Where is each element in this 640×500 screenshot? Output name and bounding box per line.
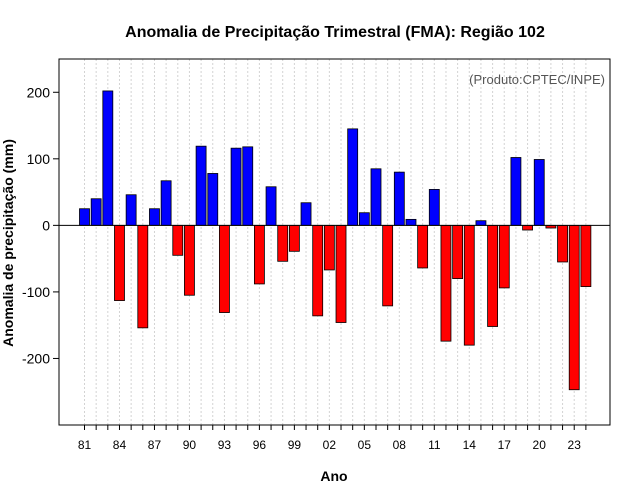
x-tick-label: 93	[218, 438, 232, 452]
x-tick-label: 23	[568, 438, 582, 452]
bar-89	[172, 224, 184, 256]
x-tick-label: 87	[148, 438, 162, 452]
bar-94	[230, 147, 242, 226]
bar-97	[265, 186, 277, 226]
x-tick-label: 90	[183, 438, 197, 452]
bar-22	[557, 224, 568, 263]
x-axis-label: Ano	[320, 468, 347, 484]
y-axis-label: Anomalia de precipitação (mm)	[0, 139, 16, 347]
bar-13	[452, 224, 464, 279]
bar-23	[568, 224, 580, 391]
bar-83	[102, 90, 114, 226]
bar-15	[475, 220, 487, 226]
y-tick-label: 0	[42, 217, 50, 233]
bar-03	[335, 224, 347, 323]
bar-24	[580, 224, 592, 287]
bar-92	[207, 173, 219, 226]
bar-12	[440, 224, 452, 342]
y-tick-label: 100	[27, 151, 51, 167]
bars	[79, 90, 592, 391]
bar-16	[487, 224, 499, 327]
bar-85	[125, 194, 137, 226]
bar-81	[79, 208, 90, 226]
bar-96	[253, 224, 265, 285]
x-tick-label: 11	[428, 438, 441, 452]
bar-10	[417, 224, 429, 269]
x-tick-label: 02	[323, 438, 337, 452]
y-tick-label: 200	[27, 84, 51, 100]
bar-84	[114, 224, 125, 301]
plot-frame	[58, 58, 611, 426]
bar-86	[137, 224, 149, 329]
x-tick-label: 14	[463, 438, 477, 452]
bar-18	[510, 157, 522, 226]
bar-14	[463, 224, 475, 346]
bar-19	[522, 224, 533, 231]
bar-17	[498, 224, 510, 289]
bar-07	[382, 224, 394, 307]
x-axis: 81 84 87 90 93 96 99 02 05 08 11 14 17 20 23	[78, 425, 587, 452]
bar-06	[370, 168, 382, 226]
grid-lines	[84, 59, 587, 425]
x-tick-label: 81	[78, 438, 92, 452]
bar-93	[219, 224, 230, 313]
bar-11	[428, 189, 440, 226]
bar-91	[195, 145, 207, 226]
x-tick-label: 20	[533, 438, 547, 452]
bar-90	[184, 224, 195, 296]
bar-82	[90, 198, 102, 226]
chart-title: Anomalia de Precipitação Trimestral (FMA…	[125, 24, 545, 41]
bar-95	[242, 146, 254, 226]
bar-98	[277, 224, 289, 262]
bar-87	[149, 208, 160, 226]
bar-02	[323, 224, 335, 271]
bar-99	[288, 224, 300, 252]
credit-label: (Produto:CPTEC/INPE)	[469, 72, 605, 87]
x-tick-label: 05	[358, 438, 372, 452]
bar-00	[300, 202, 312, 226]
bar-88	[160, 180, 172, 226]
x-tick-label: 08	[393, 438, 407, 452]
bar-04	[347, 128, 359, 226]
bar-05	[358, 212, 370, 226]
x-tick-label: 84	[113, 438, 127, 452]
x-tick-label: 17	[498, 438, 512, 452]
bar-09	[405, 218, 417, 226]
x-tick-label: 99	[288, 438, 302, 452]
bar-01	[312, 224, 324, 317]
x-tick-label: 96	[253, 438, 267, 452]
bar-20	[533, 159, 545, 226]
bar-08	[393, 171, 405, 226]
y-tick-label: -100	[22, 284, 50, 300]
y-axis: -200 -100 0 100 200	[22, 84, 59, 366]
y-tick-label: -200	[22, 350, 50, 366]
